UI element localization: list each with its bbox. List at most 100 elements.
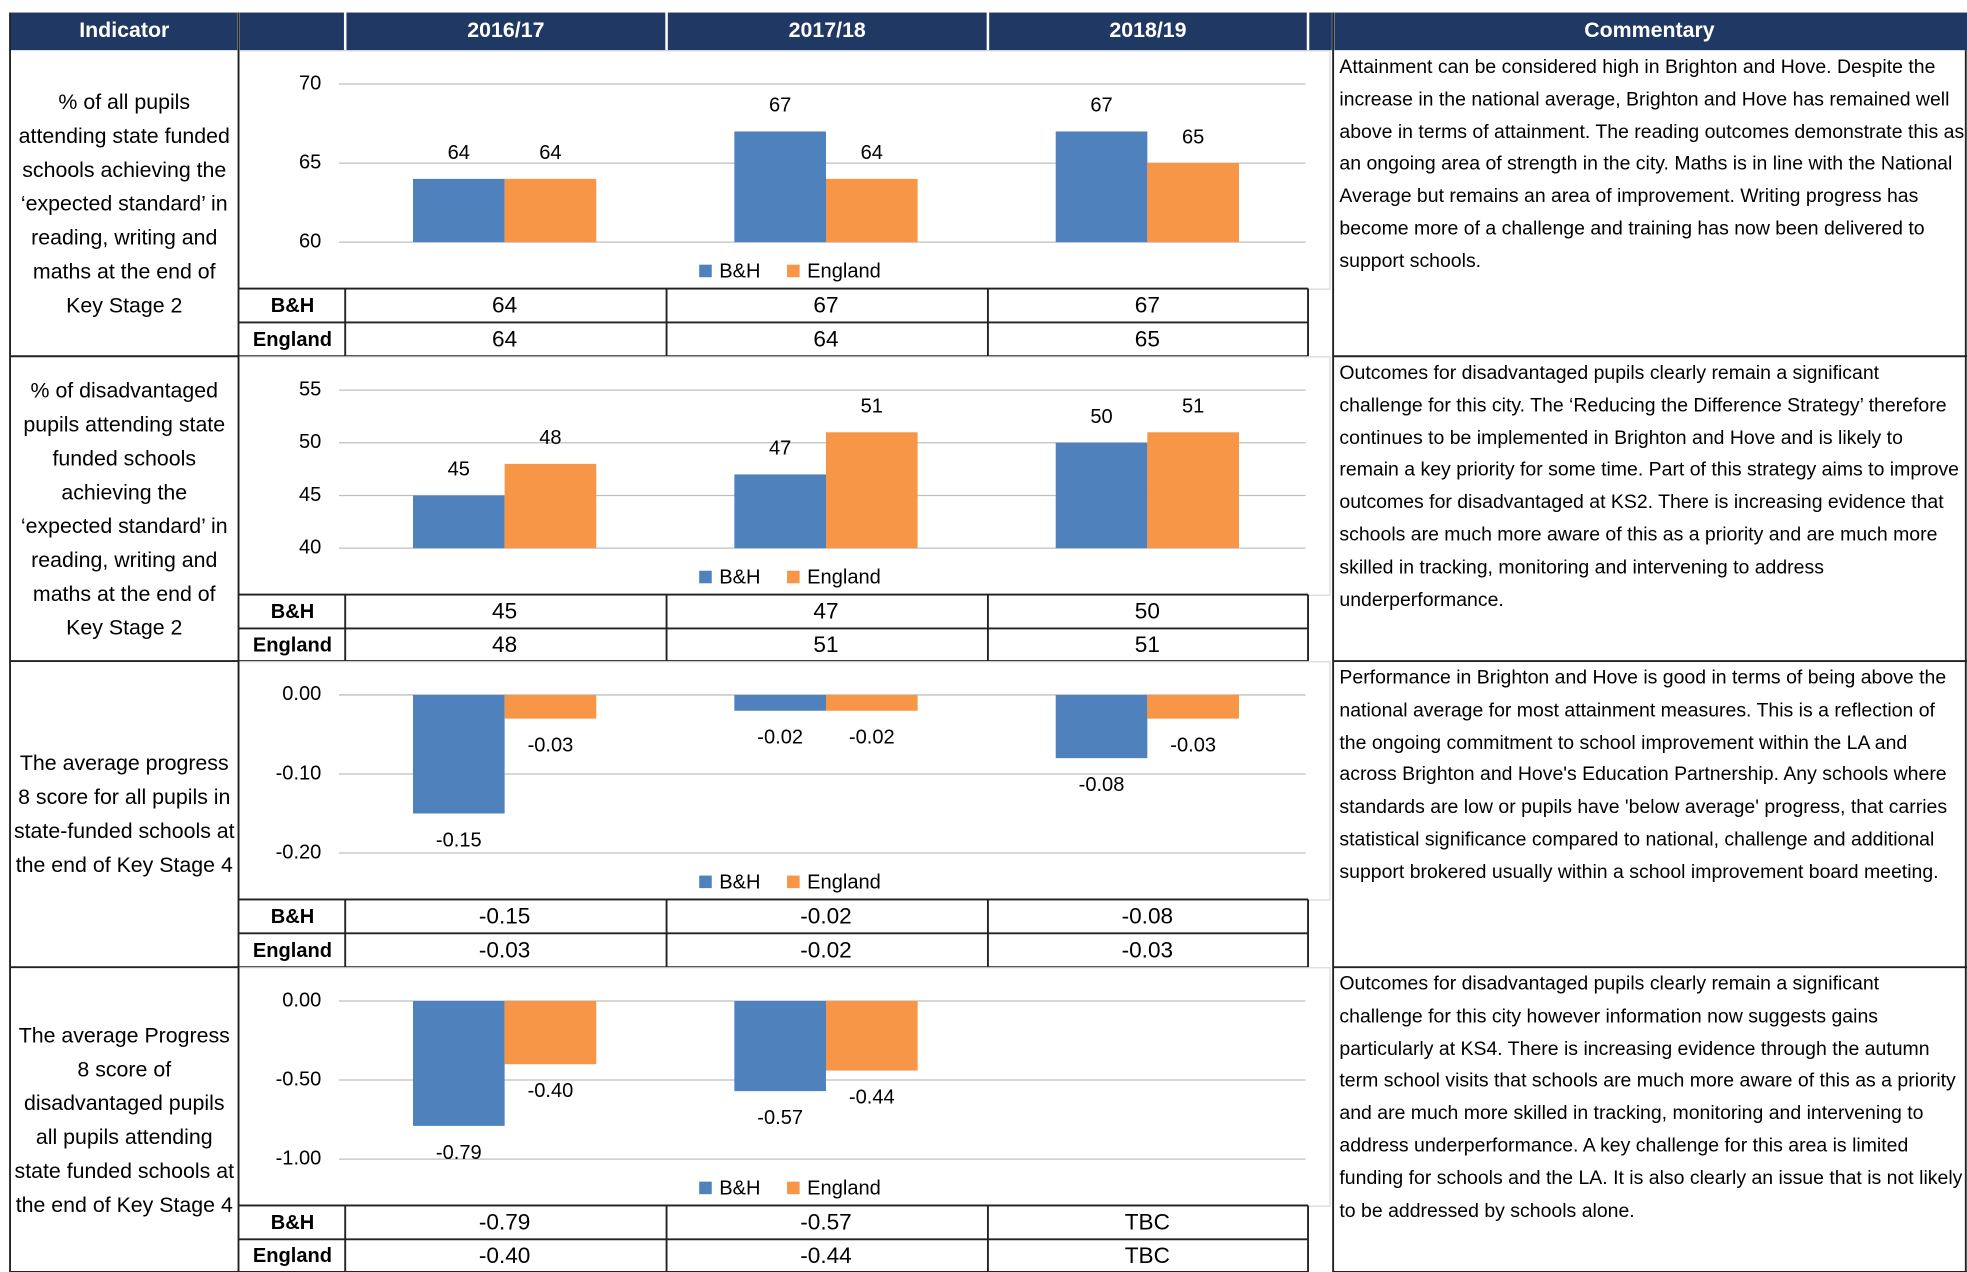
table-value: -0.03 <box>479 937 530 962</box>
y-tick-label: 70 <box>299 72 321 94</box>
y-tick-label: 65 <box>299 151 321 173</box>
table-value: -0.03 <box>1122 937 1173 962</box>
bar <box>825 432 918 549</box>
data-label: 50 <box>1090 406 1112 428</box>
y-tick-label: -0.10 <box>276 762 322 784</box>
legend-swatch <box>699 264 712 278</box>
header-label: 2017/18 <box>789 18 866 42</box>
data-label: 65 <box>1182 126 1204 148</box>
y-tick-label: 55 <box>299 378 321 400</box>
header-label: Indicator <box>79 18 169 42</box>
table-value: -0.15 <box>479 904 530 929</box>
legend-swatch <box>787 1181 800 1195</box>
bar <box>1147 694 1239 719</box>
data-label: 48 <box>539 427 561 449</box>
data-label: 45 <box>448 459 470 481</box>
bar <box>504 694 597 719</box>
legend-label: England <box>807 567 881 589</box>
data-label: -0.44 <box>849 1086 895 1108</box>
table-value: -0.79 <box>479 1210 530 1235</box>
data-label: -0.57 <box>757 1107 803 1129</box>
bar <box>1055 442 1148 549</box>
bar <box>734 1001 826 1092</box>
table-value: 64 <box>813 327 838 352</box>
legend-swatch <box>787 875 800 889</box>
table-value: 45 <box>492 599 517 624</box>
header-label: Commentary <box>1584 18 1715 42</box>
indicator-text: The average progress 8 score for all pup… <box>13 751 235 877</box>
bar <box>825 178 918 243</box>
bar <box>1147 432 1239 549</box>
table-value: -0.02 <box>800 904 851 929</box>
data-label: -0.02 <box>757 727 803 749</box>
bar <box>734 131 826 243</box>
data-label: 47 <box>769 438 791 460</box>
y-tick-label: 40 <box>299 536 321 558</box>
indicator-text: % of disadvantaged pupils attending stat… <box>20 378 228 640</box>
legend-label: England <box>807 871 881 893</box>
indicator-text: The average Progress 8 score of disadvan… <box>14 1022 235 1217</box>
data-label: -0.03 <box>528 735 574 757</box>
data-label: 51 <box>1182 395 1204 417</box>
header-label: 2018/19 <box>1109 18 1186 42</box>
table-row-label: England <box>253 329 332 351</box>
data-label: 51 <box>861 395 883 417</box>
table-value: TBC <box>1125 1210 1170 1235</box>
legend-swatch <box>787 570 800 584</box>
table-value: 51 <box>813 632 838 657</box>
y-tick-label: 45 <box>299 484 321 506</box>
table-value: -0.44 <box>800 1243 851 1268</box>
table-row-label: B&H <box>271 1212 314 1234</box>
legend-label: B&H <box>719 1177 760 1199</box>
bar <box>734 474 826 549</box>
y-tick-label: 50 <box>299 431 321 453</box>
bar <box>1055 131 1148 243</box>
commentary-text: Performance in Brighton and Hove is good… <box>1339 667 1948 883</box>
header-label: 2016/17 <box>467 18 544 42</box>
legend-swatch <box>699 570 712 584</box>
bar <box>504 463 597 549</box>
bar <box>412 694 505 814</box>
table-value: 67 <box>1135 293 1160 318</box>
legend-label: England <box>807 261 881 283</box>
bar <box>412 1001 505 1126</box>
bar <box>1055 694 1148 759</box>
table-row-label: England <box>253 634 332 656</box>
table-value: -0.57 <box>800 1210 851 1235</box>
data-label: -0.08 <box>1079 774 1125 796</box>
legend-swatch <box>699 1181 712 1195</box>
table-value: 64 <box>492 293 517 318</box>
table-value: 67 <box>813 293 838 318</box>
indicator-text: % of all pupils attending state funded s… <box>18 89 230 317</box>
table-row-label: B&H <box>271 295 314 317</box>
data-label: 64 <box>861 142 883 164</box>
table-value: -0.02 <box>800 937 851 962</box>
data-label: 64 <box>539 142 561 164</box>
table-value: -0.08 <box>1122 904 1173 929</box>
data-label: 67 <box>769 95 791 117</box>
table-row-label: England <box>253 1245 332 1267</box>
bar <box>412 495 505 549</box>
bar <box>734 694 826 711</box>
table-value: TBC <box>1125 1243 1170 1268</box>
legend-label: B&H <box>719 261 760 283</box>
table-value: 65 <box>1135 327 1160 352</box>
table-value: -0.40 <box>479 1243 530 1268</box>
y-tick-label: 0.00 <box>282 683 321 705</box>
table-value: 47 <box>813 599 838 624</box>
legend-label: England <box>807 1177 881 1199</box>
table-row-label: B&H <box>271 906 314 928</box>
y-tick-label: 60 <box>299 230 321 252</box>
bar <box>825 1001 918 1071</box>
data-label: 67 <box>1090 95 1112 117</box>
bar <box>825 694 918 711</box>
data-label: -0.79 <box>436 1142 482 1164</box>
y-tick-label: -0.50 <box>276 1068 322 1090</box>
data-label: 64 <box>448 142 470 164</box>
legend-label: B&H <box>719 567 760 589</box>
table-value: 64 <box>492 327 517 352</box>
bar <box>504 178 597 243</box>
table-row-label: England <box>253 940 332 962</box>
